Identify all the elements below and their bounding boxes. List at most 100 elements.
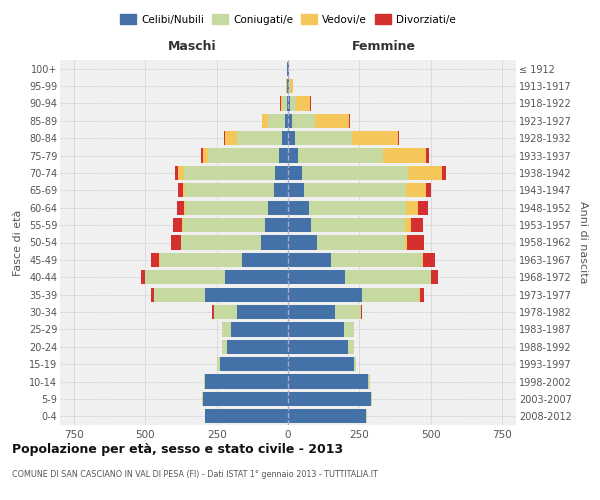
Bar [185,200,268,215]
Bar [288,340,348,354]
Bar [203,148,208,162]
Bar [290,96,296,110]
Bar [224,131,226,146]
Bar [408,166,442,180]
Bar [288,253,331,267]
Bar [217,357,220,372]
Bar [368,374,370,388]
Bar [410,218,424,232]
Bar [203,392,288,406]
Y-axis label: Anni di nascita: Anni di nascita [578,201,589,284]
Bar [407,236,424,250]
Bar [406,183,426,198]
Bar [288,288,362,302]
Bar [288,79,289,93]
Bar [261,236,288,250]
Bar [205,288,288,302]
Bar [405,236,407,250]
Bar [175,166,178,180]
Bar [265,218,288,232]
Bar [422,253,424,267]
Bar [419,288,424,302]
Bar [398,131,399,146]
Bar [426,148,428,162]
Bar [345,270,431,284]
Bar [223,322,231,336]
Bar [226,270,288,284]
Bar [205,374,288,388]
Bar [202,392,203,406]
Bar [292,114,315,128]
Bar [288,322,344,336]
Bar [352,131,398,146]
Bar [288,114,292,128]
Bar [227,340,288,354]
Bar [442,166,446,180]
Bar [310,96,311,110]
Bar [231,322,288,336]
Bar [288,183,304,198]
Bar [242,253,288,267]
Bar [178,166,184,180]
Bar [236,305,288,319]
Bar [331,253,422,267]
Legend: Celibi/Nubili, Coniugati/e, Vedovi/e, Divorziati/e: Celibi/Nubili, Coniugati/e, Vedovi/e, Di… [116,10,460,29]
Bar [295,131,352,146]
Bar [208,148,280,162]
Bar [371,392,372,406]
Bar [288,270,345,284]
Bar [288,218,311,232]
Bar [204,374,205,388]
Bar [288,357,353,372]
Bar [262,114,268,128]
Text: Maschi: Maschi [168,40,217,53]
Bar [317,236,405,250]
Bar [154,288,205,302]
Bar [140,270,145,284]
Bar [285,114,288,128]
Bar [151,253,159,267]
Bar [431,270,439,284]
Bar [236,131,283,146]
Text: Femmine: Femmine [352,40,416,53]
Bar [181,236,261,250]
Bar [145,270,226,284]
Bar [214,305,236,319]
Bar [182,183,185,198]
Bar [201,148,203,162]
Bar [344,322,353,336]
Bar [349,114,350,128]
Bar [288,131,295,146]
Bar [151,288,154,302]
Bar [220,357,288,372]
Bar [274,183,288,198]
Bar [290,79,293,93]
Bar [405,218,410,232]
Bar [160,253,242,267]
Bar [302,166,408,180]
Bar [383,148,426,162]
Bar [362,288,419,302]
Bar [170,236,181,250]
Bar [281,96,283,110]
Bar [212,305,214,319]
Bar [182,218,265,232]
Bar [185,183,274,198]
Bar [268,114,285,128]
Bar [283,131,288,146]
Bar [288,305,335,319]
Y-axis label: Fasce di età: Fasce di età [13,210,23,276]
Bar [315,114,349,128]
Bar [310,200,406,215]
Bar [298,148,383,162]
Bar [178,183,182,198]
Bar [287,96,288,110]
Bar [304,183,406,198]
Bar [280,148,288,162]
Bar [335,305,361,319]
Bar [289,79,290,93]
Bar [288,236,317,250]
Bar [283,96,287,110]
Bar [288,409,367,424]
Bar [288,392,371,406]
